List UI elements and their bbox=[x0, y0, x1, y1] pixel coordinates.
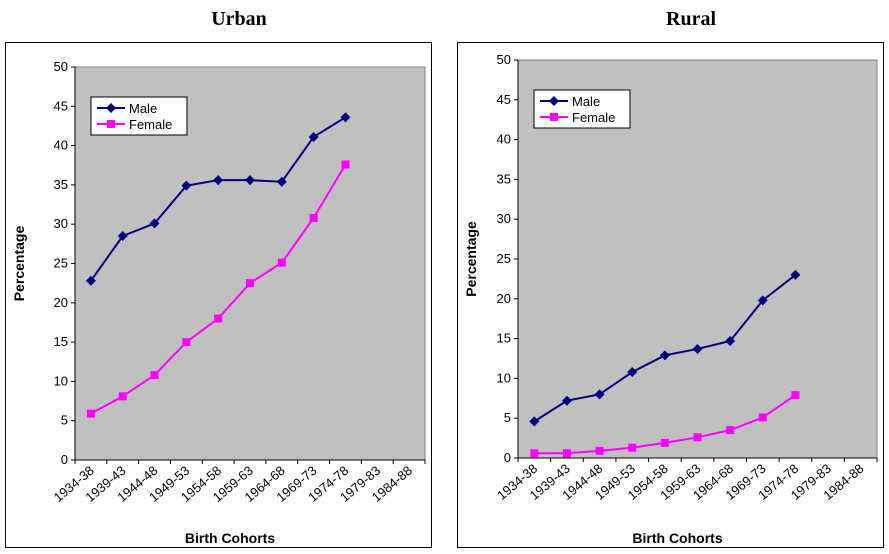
y-tick-label: 15 bbox=[497, 331, 511, 346]
male-data-point bbox=[245, 175, 255, 186]
female-data-point bbox=[628, 443, 637, 452]
y-axis-title: Percentage bbox=[11, 226, 27, 302]
rural-chart-svg: 051015202530354045501934-381939-431944-4… bbox=[463, 52, 878, 546]
y-tick-label: 5 bbox=[504, 410, 511, 425]
rural-chart-title: Rural bbox=[666, 8, 716, 30]
legend-swatch-marker bbox=[550, 113, 558, 121]
female-data-point bbox=[277, 258, 286, 267]
male-data-point bbox=[561, 395, 572, 406]
legend-entry-male: Male bbox=[129, 101, 157, 116]
male-data-point bbox=[181, 180, 192, 191]
urban-chart-svg: 051015202530354045501934-381939-431944-4… bbox=[11, 59, 426, 546]
y-tick-label: 30 bbox=[54, 216, 68, 231]
y-tick-label: 30 bbox=[497, 211, 511, 226]
female-data-point bbox=[562, 449, 571, 458]
female-data-point bbox=[595, 446, 604, 455]
y-tick-label: 35 bbox=[54, 177, 68, 192]
female-data-point bbox=[246, 279, 254, 288]
y-tick-label: 5 bbox=[61, 413, 68, 428]
male-data-point bbox=[117, 230, 128, 241]
female-data-point bbox=[86, 409, 95, 418]
female-data-point bbox=[530, 449, 539, 458]
female-data-point bbox=[214, 314, 223, 323]
y-tick-label: 25 bbox=[497, 251, 511, 266]
female-data-point bbox=[693, 433, 702, 442]
y-tick-label: 20 bbox=[54, 295, 68, 310]
female-data-point bbox=[309, 213, 318, 222]
legend-entry-female: Female bbox=[572, 110, 615, 125]
legend-box bbox=[533, 89, 631, 129]
male-data-point bbox=[340, 112, 351, 123]
urban-chart-title: Urban bbox=[211, 8, 267, 30]
y-tick-label: 50 bbox=[497, 52, 511, 67]
female-data-point bbox=[150, 371, 159, 380]
y-tick-label: 40 bbox=[54, 138, 68, 153]
y-tick-label: 50 bbox=[54, 59, 68, 74]
legend-swatch-marker bbox=[549, 96, 559, 106]
male-data-point bbox=[757, 295, 768, 306]
y-tick-label: 45 bbox=[497, 92, 511, 107]
female-data-point bbox=[791, 391, 800, 400]
male-data-point bbox=[308, 131, 319, 142]
female-data-point bbox=[341, 160, 350, 169]
female-data-point bbox=[118, 392, 127, 401]
male-data-point bbox=[790, 269, 801, 280]
y-tick-label: 40 bbox=[497, 132, 511, 147]
female-data-point bbox=[182, 338, 191, 347]
x-axis-title: Birth Cohorts bbox=[185, 530, 275, 546]
male-data-point bbox=[213, 175, 224, 186]
male-data-point bbox=[659, 350, 670, 361]
y-tick-label: 0 bbox=[504, 450, 511, 465]
y-tick-label: 15 bbox=[54, 334, 68, 349]
male-data-point bbox=[149, 218, 160, 229]
female-data-point bbox=[726, 426, 735, 435]
legend-box bbox=[90, 96, 188, 136]
male-data-point bbox=[85, 275, 96, 286]
male-data-point bbox=[594, 389, 605, 400]
female-data-point bbox=[660, 438, 669, 447]
male-data-point bbox=[529, 416, 540, 427]
y-tick-label: 10 bbox=[497, 370, 511, 385]
y-tick-label: 45 bbox=[54, 98, 68, 113]
male-data-point bbox=[725, 335, 736, 346]
y-tick-label: 20 bbox=[497, 291, 511, 306]
y-tick-label: 25 bbox=[54, 256, 68, 271]
legend-entry-male: Male bbox=[572, 94, 600, 109]
rural-chart: 0 5 10 15 20 25 30 35 40 45 50 1934-38 1939-43 1944-4… bbox=[457, 42, 884, 548]
legend-swatch-marker bbox=[106, 103, 116, 113]
y-tick-label: 10 bbox=[54, 373, 68, 388]
female-data-point bbox=[758, 413, 767, 422]
urban-chart: 0 5 10 15 20 25 30 35 40 45 50 1934-38 1939-43 1944-4… bbox=[5, 42, 432, 548]
y-tick-label: 35 bbox=[497, 171, 511, 186]
male-data-point bbox=[692, 343, 703, 354]
y-tick-label: 0 bbox=[61, 452, 68, 467]
male-data-point bbox=[627, 367, 638, 378]
x-axis-title: Birth Cohorts bbox=[632, 530, 722, 546]
y-axis-title: Percentage bbox=[463, 221, 479, 297]
male-data-point bbox=[276, 176, 287, 187]
legend-entry-female: Female bbox=[129, 117, 172, 132]
legend-swatch-marker bbox=[107, 120, 115, 128]
